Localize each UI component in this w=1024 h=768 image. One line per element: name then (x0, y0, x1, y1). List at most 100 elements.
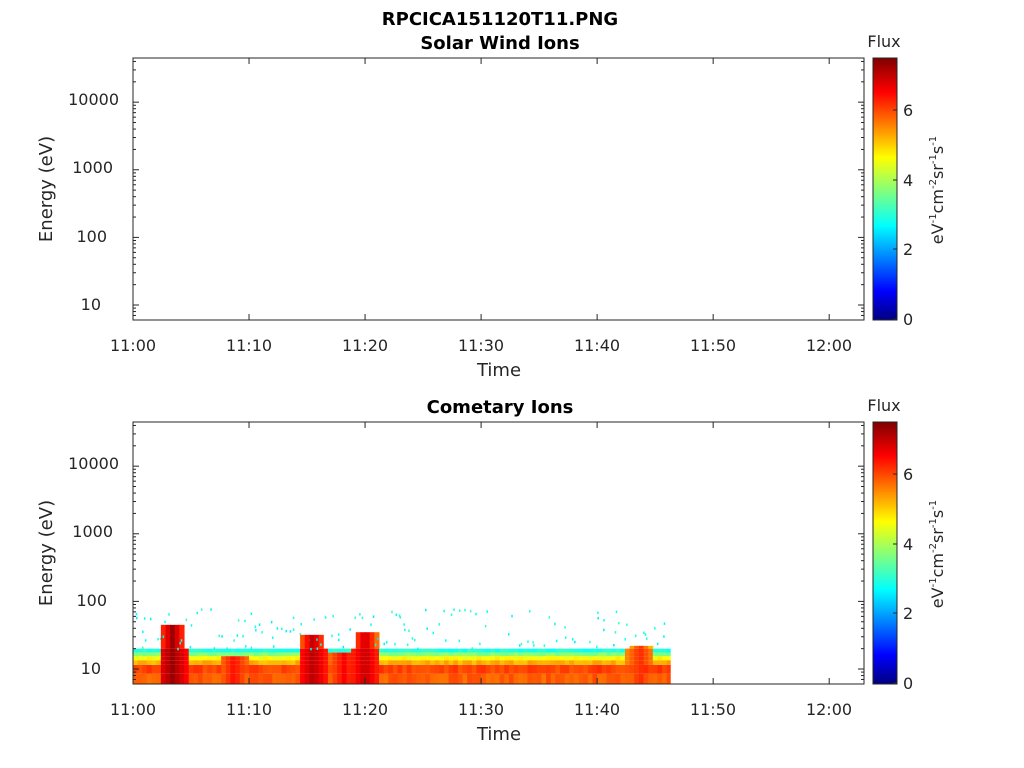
heatmap-cell (160, 673, 166, 684)
heatmap-cell (578, 648, 584, 653)
heatmap-cell (587, 664, 593, 674)
heatmap-cell (597, 648, 603, 653)
heatmap-cell (601, 660, 607, 665)
heatmap-cell (332, 614, 334, 618)
heatmap-cell (569, 673, 575, 684)
heatmap-cell (457, 664, 464, 674)
heatmap-cell (137, 673, 143, 684)
heatmap-cell (518, 656, 524, 661)
heatmap-cell (156, 664, 162, 674)
heatmap-cell (327, 673, 334, 684)
heatmap-cell (160, 660, 166, 665)
heatmap-cell (211, 673, 218, 684)
heatmap-cell (499, 648, 505, 653)
heatmap-cell (527, 652, 533, 657)
heatmap-cell (281, 627, 283, 631)
heatmap-cell (495, 656, 501, 661)
heatmap-cell (569, 656, 575, 661)
colorbar-tick-label: 4 (903, 535, 913, 554)
heatmap-cell (314, 648, 320, 653)
heatmap-cell (300, 664, 306, 674)
heatmap-cell (255, 628, 257, 632)
heatmap-cell (438, 623, 441, 626)
heatmap-cell (643, 673, 649, 684)
heatmap-cell (508, 656, 515, 661)
heatmap-cell (236, 634, 239, 637)
heatmap-cell (235, 664, 241, 674)
heatmap-cell (402, 664, 408, 674)
heatmap-cell (490, 660, 496, 665)
heatmap-cell (550, 652, 556, 657)
heatmap-cell (648, 648, 654, 653)
heatmap-cell (349, 628, 351, 631)
heatmap-cell (143, 617, 146, 620)
heatmap-cell (555, 652, 561, 657)
heatmap-cell (355, 664, 361, 674)
heatmap-cell (378, 652, 385, 657)
heatmap-cell (281, 660, 287, 665)
heatmap-cell (555, 656, 561, 661)
heatmap-cell (286, 664, 292, 674)
heatmap-cell (383, 673, 389, 684)
heatmap-cell (471, 652, 477, 657)
heatmap-cell (601, 648, 607, 653)
heatmap-cell (425, 664, 431, 674)
heatmap-cell (430, 660, 436, 665)
y-tick-label: 10000 (68, 90, 119, 109)
heatmap-cell (597, 611, 599, 615)
heatmap-cell (448, 673, 454, 684)
heatmap-cell (295, 673, 301, 684)
heatmap-cell (292, 616, 295, 620)
panel-2-colorbar (872, 421, 898, 685)
heatmap-cell (467, 656, 473, 661)
heatmap-cell (314, 660, 320, 665)
heatmap-cell (144, 639, 147, 642)
heatmap-cell (235, 648, 241, 653)
heatmap-cell (513, 652, 519, 657)
heatmap-cell (652, 648, 658, 653)
heatmap-cell (300, 648, 306, 653)
heatmap-cell (392, 652, 399, 657)
heatmap-cell (365, 656, 371, 661)
heatmap-cell (184, 656, 190, 661)
heatmap-cell (157, 637, 159, 641)
heatmap-cell (337, 652, 343, 657)
heatmap-cell (618, 621, 620, 625)
heatmap-cell (536, 652, 542, 657)
heatmap-cell (304, 664, 310, 674)
heatmap-cell (221, 673, 227, 684)
heatmap-cell (597, 616, 599, 620)
heatmap-cell (245, 645, 247, 648)
heatmap-cell (462, 656, 468, 661)
heatmap-cell (541, 652, 547, 657)
heatmap-cell (453, 673, 459, 684)
heatmap-cell (179, 641, 181, 645)
heatmap-cell (316, 647, 319, 650)
heatmap-cell (388, 648, 394, 653)
heatmap-cell (267, 656, 273, 661)
heatmap-cell (404, 628, 406, 632)
heatmap-cell (225, 652, 231, 657)
heatmap-cell (564, 636, 567, 639)
heatmap-cell (624, 656, 631, 661)
heatmap-cell (211, 652, 218, 657)
heatmap-cell (174, 664, 180, 674)
heatmap-cell (351, 648, 357, 653)
heatmap-cell (453, 648, 459, 653)
heatmap-cell (142, 660, 148, 665)
heatmap-cell (233, 639, 235, 642)
heatmap-cell (656, 642, 659, 646)
heatmap-cell (662, 660, 668, 665)
heatmap-cell (355, 673, 361, 684)
heatmap-cell (318, 664, 324, 674)
heatmap-cell (151, 648, 157, 653)
heatmap-cell (634, 664, 640, 674)
heatmap-cell (383, 652, 389, 657)
heatmap-cell (601, 664, 607, 674)
y-tick-label: 10000 (68, 454, 119, 473)
heatmap-cell (310, 647, 312, 651)
heatmap-cell (149, 617, 152, 621)
heatmap-cell (485, 660, 491, 665)
heatmap-cell (267, 648, 273, 653)
heatmap-cell (443, 648, 450, 653)
